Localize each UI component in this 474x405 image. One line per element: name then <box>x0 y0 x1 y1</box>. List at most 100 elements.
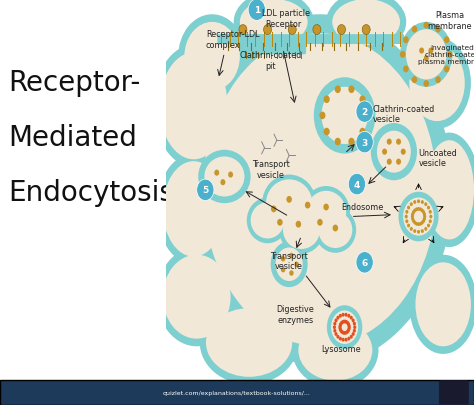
Circle shape <box>337 26 346 35</box>
Circle shape <box>417 230 420 234</box>
Circle shape <box>352 319 355 322</box>
Circle shape <box>424 56 428 62</box>
Text: 5: 5 <box>202 186 209 195</box>
Circle shape <box>382 149 387 156</box>
Circle shape <box>324 96 330 104</box>
Circle shape <box>410 228 413 231</box>
Circle shape <box>337 316 339 320</box>
Circle shape <box>411 213 414 217</box>
Circle shape <box>444 37 449 44</box>
Circle shape <box>400 52 405 59</box>
Circle shape <box>417 200 420 204</box>
Circle shape <box>403 66 409 73</box>
Circle shape <box>415 208 418 212</box>
Circle shape <box>333 329 337 333</box>
Circle shape <box>340 330 343 334</box>
Circle shape <box>421 200 424 205</box>
Circle shape <box>407 224 410 228</box>
Circle shape <box>197 180 214 201</box>
Circle shape <box>419 222 422 226</box>
Circle shape <box>356 132 373 153</box>
Circle shape <box>277 219 283 226</box>
Circle shape <box>364 112 370 120</box>
Ellipse shape <box>377 131 411 173</box>
Text: 4: 4 <box>354 180 360 189</box>
Circle shape <box>342 313 345 317</box>
Text: Invaginated
clathrin-coated
plasma membrane: Invaginated clathrin-coated plasma membr… <box>418 45 474 65</box>
Ellipse shape <box>206 308 292 377</box>
Ellipse shape <box>415 263 471 346</box>
Circle shape <box>444 66 449 73</box>
Ellipse shape <box>410 46 465 122</box>
Circle shape <box>396 159 401 165</box>
Ellipse shape <box>306 191 346 235</box>
Circle shape <box>333 225 338 232</box>
Circle shape <box>288 26 296 35</box>
Circle shape <box>362 26 370 35</box>
Circle shape <box>338 327 342 331</box>
Circle shape <box>435 27 441 33</box>
Ellipse shape <box>154 46 234 168</box>
Circle shape <box>335 139 341 146</box>
Circle shape <box>405 215 408 219</box>
Circle shape <box>323 204 329 211</box>
Circle shape <box>407 206 410 210</box>
Ellipse shape <box>299 320 373 381</box>
Ellipse shape <box>163 162 224 257</box>
Circle shape <box>427 206 430 210</box>
Circle shape <box>427 224 430 228</box>
Circle shape <box>413 209 417 213</box>
Text: Clathrin-coated
pit: Clathrin-coated pit <box>239 51 302 70</box>
Text: Endocytosis: Endocytosis <box>9 179 174 207</box>
Circle shape <box>350 335 353 339</box>
Circle shape <box>396 139 401 145</box>
Ellipse shape <box>400 23 452 87</box>
Ellipse shape <box>331 311 358 344</box>
Circle shape <box>424 203 428 207</box>
Circle shape <box>338 326 341 329</box>
Text: Lysosome: Lysosome <box>322 344 361 353</box>
Circle shape <box>341 331 344 335</box>
Ellipse shape <box>406 30 447 80</box>
Ellipse shape <box>327 305 362 349</box>
Circle shape <box>413 230 416 233</box>
Circle shape <box>339 337 342 341</box>
Ellipse shape <box>234 0 314 53</box>
Circle shape <box>346 330 349 334</box>
Circle shape <box>289 271 294 276</box>
Ellipse shape <box>240 0 308 46</box>
Circle shape <box>435 77 441 84</box>
Ellipse shape <box>251 203 284 239</box>
Ellipse shape <box>403 198 434 236</box>
Circle shape <box>353 322 356 326</box>
Circle shape <box>359 96 365 104</box>
Circle shape <box>424 228 428 231</box>
Text: Endosome: Endosome <box>341 203 384 212</box>
Circle shape <box>339 314 342 318</box>
Circle shape <box>411 217 414 221</box>
Circle shape <box>248 0 265 21</box>
Circle shape <box>348 139 355 146</box>
Circle shape <box>411 215 414 219</box>
Circle shape <box>429 215 432 219</box>
Circle shape <box>271 206 276 213</box>
Circle shape <box>335 332 337 336</box>
Circle shape <box>423 81 429 88</box>
Circle shape <box>337 335 339 339</box>
Circle shape <box>387 159 392 165</box>
Ellipse shape <box>425 141 474 240</box>
Ellipse shape <box>279 207 324 254</box>
Circle shape <box>419 208 422 212</box>
Circle shape <box>342 320 346 324</box>
Circle shape <box>345 320 348 324</box>
Ellipse shape <box>315 207 356 253</box>
Circle shape <box>347 337 350 341</box>
Circle shape <box>294 262 299 267</box>
Circle shape <box>417 207 420 211</box>
Circle shape <box>353 326 356 329</box>
Circle shape <box>447 52 453 59</box>
Ellipse shape <box>283 211 320 249</box>
Ellipse shape <box>271 242 308 288</box>
Circle shape <box>417 223 420 226</box>
Circle shape <box>345 338 347 342</box>
